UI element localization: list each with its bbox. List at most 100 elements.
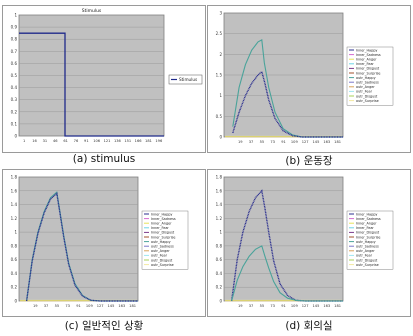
legend-box (346, 210, 394, 270)
x-tick-label: 91 (84, 139, 89, 143)
x-tick-label: 181 (334, 304, 341, 308)
x-tick-label: 196 (155, 139, 163, 143)
y-tick-label: 0.6 (11, 61, 18, 66)
y-tick-label: 0.2 (11, 109, 18, 114)
y-tick-label: 0.1 (11, 121, 18, 126)
y-tick-label: 0.6 (11, 257, 18, 262)
x-tick-label: 61 (63, 139, 68, 143)
legend-label: Inner_Disgust (356, 67, 380, 71)
x-tick-label: 127 (302, 304, 309, 308)
y-tick-label: 0 (219, 135, 222, 140)
y-tick-label: 1.4 (11, 202, 18, 207)
y-tick-label: 0.3 (11, 97, 18, 102)
x-tick-label: 73 (270, 140, 275, 144)
legend-box (141, 210, 189, 270)
legend-label: outr_Happy (356, 76, 376, 80)
y-tick-label: 1.6 (216, 188, 223, 193)
legend-label: outr_Happy (151, 240, 171, 244)
x-tick-label: 76 (74, 139, 79, 143)
legend-label: outr_Anger (151, 249, 170, 253)
x-tick-label: 55 (55, 304, 60, 308)
x-tick-label: 163 (118, 304, 125, 308)
legend-box (168, 74, 203, 85)
legend-label: outr_Disgust (356, 94, 378, 98)
y-tick-label: 1 (219, 93, 222, 98)
chart-meeting-room: 00.20.40.60.811.21.41.61.819 37 55 73 91 109 1… (207, 169, 411, 317)
x-tick-label: 37 (249, 140, 254, 144)
series-line-outr-happy (232, 39, 343, 138)
y-tick-label: 0.4 (216, 271, 223, 276)
legend-label: outr_Happy (356, 240, 376, 244)
legend-label: outr_Fear (356, 254, 373, 258)
x-tick-label: 163 (323, 140, 330, 144)
y-tick-label: 0.9 (11, 25, 18, 30)
legend-label: outr_Anger (356, 85, 375, 89)
x-tick-label: 37 (249, 304, 254, 308)
x-tick-label: 91 (281, 304, 286, 308)
legend-label: outr_Surprise (356, 263, 379, 267)
x-tick-label: 55 (260, 304, 265, 308)
legend-label: Inner_Surprise (356, 235, 381, 239)
legend-label: Inner_Fear (356, 226, 374, 230)
legend-label: outr_Surprise (151, 263, 174, 267)
y-tick-label: 0.5 (11, 73, 18, 78)
x-tick-label: 136 (114, 139, 122, 143)
legend-label: Inner_Happy (356, 212, 377, 216)
plot-area (223, 176, 344, 302)
legend-label: outr_Disgust (151, 258, 173, 262)
legend-label: Inner_Happy (356, 48, 377, 52)
plot-area (18, 176, 139, 302)
legend-box (346, 46, 394, 106)
x-tick-label: 31 (43, 139, 48, 143)
legend-label: Stimulus (179, 77, 197, 82)
x-tick-label: 166 (135, 139, 143, 143)
series-line-outr-happy (231, 245, 343, 302)
x-tick-label: 19 (238, 140, 243, 144)
legend-label: Inner_Happy (151, 212, 172, 216)
legend-label: outr_Sadness (151, 245, 174, 249)
chart-caption-stimulus: (a) stimulus (72, 153, 136, 165)
x-tick-label: 151 (124, 139, 131, 143)
chart-stimulus: Stimulus 0 0.1 0.2 0.3 0.4 0.5 0.6 0.7 0.8 0.9 1 1 16… (2, 5, 206, 153)
x-tick-label: 46 (53, 139, 58, 143)
legend-label: Inner_Surprise (356, 71, 381, 75)
chart-panel-general: 0 0.2 0.4 0.6 0.8 1 1.2 1.4 1.6 1.8 19 37 55 73 91 109 1… (2, 169, 206, 317)
x-tick-label: 109 (86, 304, 94, 308)
x-tick-label: 121 (104, 139, 111, 143)
legend-label: outr_Fear (151, 254, 168, 258)
y-tick-label: 1.6 (11, 188, 18, 193)
x-tick-label: 73 (65, 304, 70, 308)
legend-label: Inner_Sadness (151, 217, 176, 221)
legend-label: Inner_Anger (356, 58, 377, 62)
y-tick-label: 0 (14, 134, 17, 139)
x-tick-label: 73 (270, 304, 275, 308)
legend-label: outr_Sadness (356, 81, 379, 85)
x-tick-label: 91 (76, 304, 81, 308)
x-tick-label: 127 (302, 140, 309, 144)
chart-caption-playground: (b) 운동장 (285, 155, 333, 167)
y-tick-label: 1.2 (11, 216, 18, 221)
chart-panel-meeting-room: 0 0.2 0.4 0.6 0.8 1 1.2 1.4 1.6 1.8 19 37 55 73 91 109 1… (207, 169, 411, 317)
x-tick-label: 91 (281, 140, 286, 144)
y-tick-label: 1.4 (216, 202, 223, 207)
x-tick-label: 109 (291, 140, 299, 144)
y-tick-label: 0 (219, 299, 222, 304)
legend-label: outr_Surprise (356, 99, 379, 103)
chart-general: 00.20.40.60.811.21.41.61.819 37 55 73 91 109 1… (2, 169, 206, 317)
legend-label: Inner_Disgust (151, 231, 175, 235)
x-tick-label: 127 (97, 304, 104, 308)
legend-label: Inner_Fear (356, 62, 374, 66)
chart-caption-general: (c) 일반적인 상황 (64, 320, 144, 332)
x-tick-label: 55 (260, 140, 265, 144)
legend-label: outr_Sadness (356, 245, 379, 249)
y-tick-label: 0.4 (11, 271, 18, 276)
legend-label: Inner_Sadness (356, 217, 381, 221)
x-tick-label: 145 (313, 140, 320, 144)
y-tick-label: 0.7 (11, 49, 18, 54)
x-tick-label: 16 (32, 139, 37, 143)
y-tick-label: 0.2 (216, 285, 223, 290)
chart-title: Stimulus (82, 8, 102, 14)
y-tick-label: 2 (219, 52, 222, 57)
x-tick-label: 19 (238, 304, 243, 308)
y-tick-label: 0.8 (11, 243, 18, 248)
